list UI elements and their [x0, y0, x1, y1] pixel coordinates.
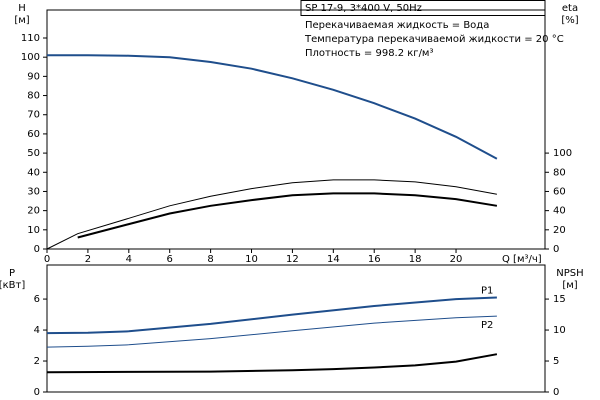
series-label: P2 — [481, 320, 493, 331]
x-tick-label: 6 — [167, 254, 173, 265]
y2-tick-label: 40 — [553, 206, 566, 217]
y-tick-label: 70 — [27, 110, 40, 121]
curve — [77, 192, 498, 239]
curve — [46, 353, 498, 374]
y-tick-label: 10 — [27, 225, 40, 236]
y2-tick-label: 10 — [553, 325, 566, 336]
y-tick-label: 0 — [34, 387, 40, 398]
plot-frame — [46, 264, 546, 393]
x-tick-label: 16 — [368, 254, 381, 265]
y-tick-label: 4 — [34, 325, 40, 336]
y2-tick-label: 100 — [553, 148, 572, 159]
y-tick-label: 60 — [27, 129, 40, 140]
y2-tick-label: 0 — [553, 387, 559, 398]
chart-title: SP 17-9, 3*400 V, 50Hz — [305, 3, 422, 14]
y-tick-label: 80 — [27, 91, 40, 102]
y-axis-label: H — [18, 3, 26, 14]
y-tick-label: 50 — [27, 148, 40, 159]
x-tick-label: 0 — [44, 254, 50, 265]
curve — [46, 315, 497, 348]
y-tick-label: 30 — [27, 186, 40, 197]
x-tick-label: 4 — [126, 254, 132, 265]
y2-tick-label: 20 — [553, 225, 566, 236]
x-tick-label: 14 — [327, 254, 340, 265]
x-tick-label: 12 — [286, 254, 299, 265]
y2-axis-label: [%] — [561, 15, 578, 26]
y2-tick-label: 5 — [553, 356, 559, 367]
y-tick-label: 2 — [34, 356, 40, 367]
y2-axis-label: NPSH — [556, 268, 583, 279]
y-axis-label: [кВт] — [0, 280, 25, 291]
y-tick-label: 110 — [21, 33, 40, 44]
y2-tick-label: 15 — [553, 294, 566, 305]
y-tick-label: 6 — [34, 294, 40, 305]
y2-tick-label: 0 — [553, 244, 559, 255]
curve — [46, 179, 497, 250]
annotation: Перекачиваемая жидкость = Вода — [305, 20, 489, 31]
y-axis-label: P — [9, 268, 15, 279]
x-tick-label: 2 — [85, 254, 91, 265]
x-tick-label: 18 — [409, 254, 422, 265]
plot-frame — [46, 9, 546, 250]
y-tick-label: 0 — [34, 244, 40, 255]
curve — [47, 54, 498, 160]
y2-axis-label: [м] — [562, 280, 577, 291]
curve — [46, 296, 497, 335]
series-label: P1 — [481, 286, 493, 297]
x-axis-label: Q [м³/ч] — [502, 254, 542, 265]
y-tick-label: 40 — [27, 167, 40, 178]
title-box — [300, 0, 546, 16]
annotation: Температура перекачиваемой жидкости = 20… — [304, 34, 564, 45]
x-tick-label: 8 — [207, 254, 213, 265]
y-tick-label: 20 — [27, 206, 40, 217]
y-tick-label: 90 — [27, 71, 40, 82]
y-axis-label: [м] — [14, 15, 29, 26]
y2-tick-label: 60 — [553, 186, 566, 197]
y-tick-label: 100 — [21, 52, 40, 63]
y2-axis-label: eta — [562, 3, 578, 14]
annotation: Плотность = 998.2 кг/м³ — [305, 48, 434, 59]
x-tick-label: 10 — [245, 254, 258, 265]
x-tick-label: 20 — [450, 254, 463, 265]
y2-tick-label: 80 — [553, 167, 566, 178]
